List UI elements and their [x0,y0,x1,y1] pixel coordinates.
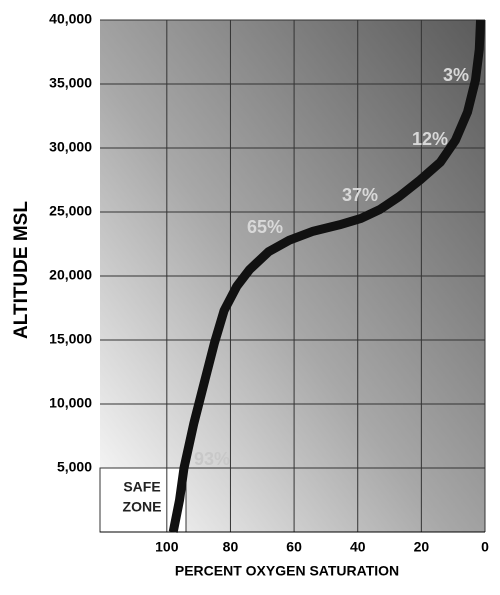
annotation: 65% [247,217,283,237]
safe-zone-label: SAFE [123,479,160,495]
x-tick-label: 60 [286,539,302,555]
y-tick-label: 35,000 [49,75,92,91]
safe-zone-label: ZONE [123,499,162,515]
annotation: 12% [412,129,448,149]
y-tick-label: 10,000 [49,395,92,411]
x-tick-label: 40 [350,539,366,555]
y-tick-label: 5,000 [57,459,92,475]
y-tick-label: 15,000 [49,331,92,347]
x-tick-label: 100 [155,539,179,555]
x-axis-label: PERCENT OXYGEN SATURATION [175,563,399,579]
y-tick-label: 25,000 [49,203,92,219]
y-tick-label: 30,000 [49,139,92,155]
y-tick-label: 40,000 [49,11,92,27]
annotation: 93% [194,449,230,469]
x-tick-label: 80 [223,539,239,555]
y-tick-label: 20,000 [49,267,92,283]
annotation: 37% [342,185,378,205]
oxygen-curve [168,19,486,533]
y-axis-label: ALTITUDE MSL [11,201,32,339]
annotation: 3% [443,65,469,85]
x-tick-label: 20 [414,539,430,555]
x-tick-label: 0 [481,539,489,555]
